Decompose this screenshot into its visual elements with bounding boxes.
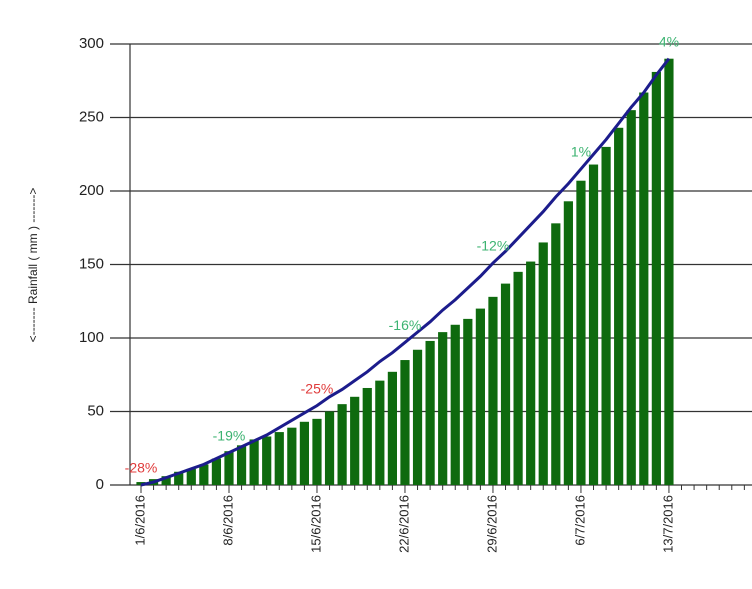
y-tick-label: 250 <box>79 108 104 125</box>
bar <box>287 427 297 485</box>
y-tick-label: 300 <box>79 35 104 52</box>
x-tick-label: 29/6/2016 <box>484 495 499 553</box>
x-tick-label: 6/7/2016 <box>572 495 587 546</box>
bar <box>463 318 473 485</box>
bar <box>337 404 347 485</box>
bar <box>262 436 272 485</box>
bar <box>664 58 674 485</box>
bar <box>614 127 624 485</box>
bar <box>576 180 586 485</box>
x-tick-label: 13/7/2016 <box>660 495 675 553</box>
y-tick-label: 100 <box>79 329 104 346</box>
bar <box>161 476 171 485</box>
y-axis-label: <------- Rainfall ( mm ) -------> <box>26 188 40 343</box>
value-label: -19% <box>213 427 246 443</box>
y-tick-label: 50 <box>87 402 104 419</box>
value-label: -25% <box>301 380 334 396</box>
bar <box>438 332 448 485</box>
x-tick-label: 15/6/2016 <box>308 495 323 553</box>
bar <box>601 146 611 485</box>
value-label: 4% <box>659 33 679 49</box>
x-tick-label: 22/6/2016 <box>396 495 411 553</box>
bar <box>186 468 196 485</box>
bar <box>324 411 335 485</box>
value-label: -28% <box>125 460 158 476</box>
y-tick-label: 150 <box>79 255 104 272</box>
bar <box>551 223 561 485</box>
y-tick-label: 0 <box>96 476 104 493</box>
bar <box>651 71 661 486</box>
bar <box>362 387 372 485</box>
bar <box>299 421 310 485</box>
bar <box>375 380 385 485</box>
bar <box>236 445 247 485</box>
bar <box>312 418 322 485</box>
x-tick-label: 1/6/2016 <box>132 495 147 546</box>
bar <box>500 283 511 485</box>
value-label: 1% <box>571 144 591 160</box>
bar <box>174 471 184 485</box>
bar <box>249 439 259 485</box>
value-label: -12% <box>477 238 510 254</box>
bar <box>626 110 636 486</box>
bar <box>588 164 599 486</box>
x-tick-label: 8/6/2016 <box>220 495 235 546</box>
bar <box>526 261 536 485</box>
bar <box>513 271 523 485</box>
bar <box>387 371 397 485</box>
bar <box>224 451 234 485</box>
value-label: -16% <box>389 317 422 333</box>
bar <box>475 308 485 485</box>
bar <box>488 296 498 485</box>
bar <box>538 242 548 485</box>
bar <box>425 340 435 485</box>
bar <box>350 396 360 485</box>
y-tick-label: 200 <box>79 182 104 199</box>
bar <box>412 349 423 485</box>
bar <box>450 324 460 485</box>
bar <box>639 92 649 485</box>
bar <box>211 458 222 485</box>
bar <box>199 464 209 485</box>
line <box>140 57 671 487</box>
bar <box>274 432 284 485</box>
bar <box>400 360 410 485</box>
bar <box>563 201 573 486</box>
